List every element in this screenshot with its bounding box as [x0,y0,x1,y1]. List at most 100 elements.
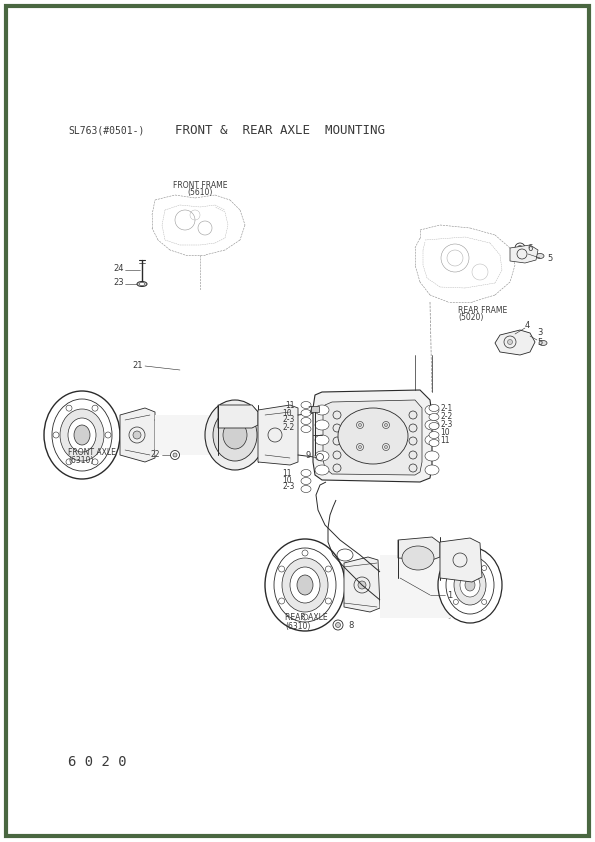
Ellipse shape [465,579,475,591]
Polygon shape [218,405,258,428]
Text: 2-3: 2-3 [282,414,295,424]
Text: 21: 21 [132,360,142,370]
Text: 5: 5 [537,338,542,347]
Ellipse shape [282,558,328,612]
Ellipse shape [265,539,345,631]
Circle shape [358,581,366,589]
Ellipse shape [315,405,329,415]
Ellipse shape [213,409,257,461]
Ellipse shape [301,425,311,433]
Bar [380,555,450,618]
Text: 2-2: 2-2 [282,423,295,431]
Ellipse shape [315,465,329,475]
Text: 22: 22 [150,450,159,459]
Ellipse shape [44,391,120,479]
Text: 1: 1 [447,590,452,600]
Text: 24: 24 [113,264,124,273]
Text: 23: 23 [113,278,124,286]
Ellipse shape [60,409,104,461]
Text: 2-3: 2-3 [282,482,295,491]
Text: 6 0 2 0: 6 0 2 0 [68,755,127,769]
Text: 3: 3 [537,328,543,337]
Bar [155,415,218,455]
Ellipse shape [315,451,329,461]
Text: 10: 10 [282,408,292,418]
Ellipse shape [438,547,502,623]
Text: 6: 6 [527,243,533,253]
Text: FRONT FRAME: FRONT FRAME [173,180,227,189]
Text: 11: 11 [285,401,295,409]
Ellipse shape [223,421,247,449]
Ellipse shape [425,451,439,461]
Ellipse shape [429,413,439,420]
Circle shape [133,431,141,439]
Text: 2-2: 2-2 [440,412,452,420]
Polygon shape [440,538,482,582]
Ellipse shape [539,340,547,345]
Ellipse shape [338,408,408,464]
Text: REAR FRAME: REAR FRAME [458,306,508,315]
Text: 5: 5 [547,253,552,263]
Ellipse shape [429,423,439,429]
Circle shape [317,454,324,461]
Circle shape [359,424,362,427]
Polygon shape [313,390,432,482]
Circle shape [359,445,362,449]
Ellipse shape [301,477,311,484]
Polygon shape [398,537,440,560]
Circle shape [384,424,387,427]
Circle shape [384,445,387,449]
Text: 10: 10 [440,428,450,436]
Text: SL763(#0501-): SL763(#0501-) [68,125,145,135]
Ellipse shape [301,409,311,417]
Polygon shape [323,400,422,475]
Text: 4: 4 [525,321,530,329]
Ellipse shape [297,575,313,595]
Polygon shape [120,408,155,462]
Ellipse shape [301,418,311,424]
Text: 11: 11 [282,468,292,477]
Ellipse shape [301,402,311,408]
Ellipse shape [425,435,439,445]
Polygon shape [495,330,535,355]
Ellipse shape [315,435,329,445]
Circle shape [173,453,177,457]
Circle shape [336,622,340,627]
Circle shape [515,243,525,253]
Circle shape [171,450,180,460]
Circle shape [508,339,512,344]
Text: (6310): (6310) [68,456,93,465]
Ellipse shape [290,567,320,603]
Text: (6310): (6310) [285,621,311,631]
Text: FRONT &  REAR AXLE  MOUNTING: FRONT & REAR AXLE MOUNTING [175,124,385,136]
Polygon shape [258,405,298,465]
Text: 7: 7 [307,406,312,414]
Ellipse shape [205,400,265,470]
Text: 9: 9 [305,450,310,460]
Text: 2-1: 2-1 [440,403,452,413]
Text: REAR AXLE: REAR AXLE [285,614,328,622]
Ellipse shape [337,549,353,561]
Ellipse shape [425,465,439,475]
Ellipse shape [402,546,434,570]
Circle shape [518,246,522,251]
Ellipse shape [454,565,486,605]
Ellipse shape [274,548,336,622]
Ellipse shape [425,420,439,430]
Ellipse shape [137,281,147,286]
Text: (5020): (5020) [458,312,483,322]
Text: 8: 8 [348,621,353,630]
Ellipse shape [301,486,311,493]
Ellipse shape [536,253,544,258]
Ellipse shape [429,431,439,439]
Ellipse shape [429,404,439,412]
Ellipse shape [429,440,439,446]
Polygon shape [510,245,538,263]
Text: 2-3: 2-3 [440,419,452,429]
Text: (5610): (5610) [187,188,212,196]
Ellipse shape [74,425,90,445]
Ellipse shape [315,420,329,430]
Ellipse shape [301,470,311,477]
Ellipse shape [425,405,439,415]
Bar [311,406,319,412]
